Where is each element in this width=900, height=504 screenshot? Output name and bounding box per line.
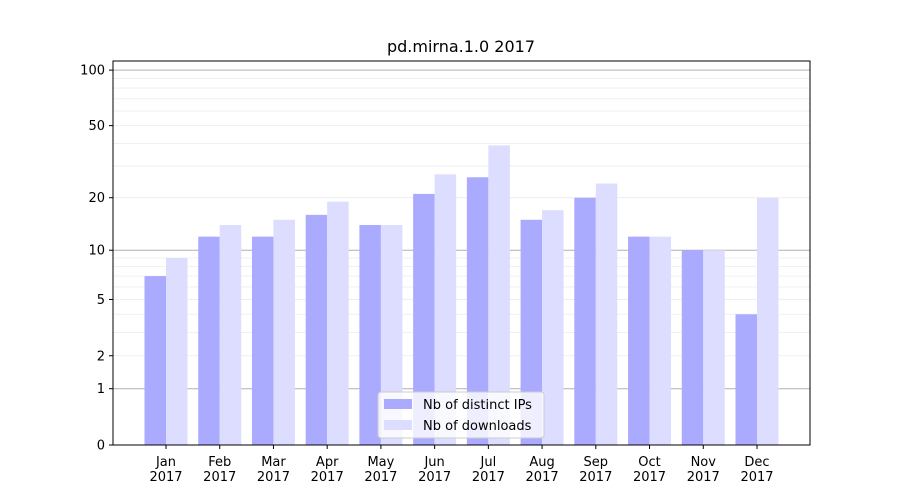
- chart-title: pd.mirna.1.0 2017: [387, 37, 535, 56]
- bar-distinct-ips: [628, 236, 650, 445]
- y-tick-label: 50: [88, 119, 105, 134]
- legend-label: Nb of downloads: [423, 419, 532, 434]
- bar-downloads: [703, 250, 725, 445]
- bar-distinct-ips: [359, 225, 381, 445]
- legend-label: Nb of distinct IPs: [423, 398, 532, 413]
- plot-frame: [112, 60, 811, 446]
- bar-distinct-ips: [144, 276, 166, 445]
- bar-downloads: [542, 210, 564, 445]
- bar-downloads: [380, 225, 403, 445]
- y-tick-label: 2: [97, 349, 105, 364]
- bar-downloads: [273, 219, 295, 445]
- y-tick-label: 20: [88, 191, 105, 206]
- x-tick-label: Jul 2017: [472, 455, 505, 485]
- x-tick-label: Dec 2017: [740, 455, 773, 485]
- y-tick-label: 1: [97, 382, 105, 397]
- bar-distinct-ips: [198, 236, 220, 445]
- x-tick-label: Jan 2017: [149, 455, 182, 485]
- bar-distinct-ips: [413, 193, 435, 445]
- y-tick-label: 10: [88, 244, 105, 259]
- bar-distinct-ips: [251, 236, 274, 445]
- bar-downloads: [434, 174, 457, 446]
- legend: Nb of distinct IPs Nb of downloads: [377, 391, 545, 439]
- legend-swatch: [384, 399, 412, 409]
- x-tick-label: Feb 2017: [203, 455, 236, 485]
- bar-distinct-ips: [466, 177, 489, 446]
- bar-distinct-ips: [305, 214, 328, 445]
- bar-downloads: [488, 145, 510, 445]
- x-tick-label: Aug 2017: [526, 455, 559, 485]
- bar-downloads: [757, 197, 779, 445]
- y-tick-label: 100: [80, 64, 105, 79]
- bar-downloads: [595, 183, 618, 445]
- bar-downloads: [219, 225, 242, 445]
- bar-distinct-ips: [574, 197, 596, 445]
- bar-downloads: [649, 236, 672, 445]
- bar-distinct-ips: [520, 219, 543, 445]
- x-tick-label: Oct 2017: [633, 455, 666, 485]
- x-tick-label: Sep 2017: [579, 455, 612, 485]
- x-tick-label: Nov 2017: [687, 455, 720, 485]
- x-tick-label: Mar 2017: [257, 455, 290, 485]
- y-tick-label: 0: [97, 439, 105, 454]
- bar-downloads: [166, 257, 188, 445]
- legend-box: [377, 391, 545, 439]
- x-tick-label: May 2017: [364, 455, 397, 485]
- bar-distinct-ips: [681, 250, 704, 445]
- y-tick-label: 5: [97, 293, 105, 308]
- x-tick-label: Jun 2017: [418, 455, 451, 485]
- bar-distinct-ips: [735, 314, 757, 445]
- legend-swatch: [384, 420, 412, 430]
- bar-downloads: [327, 201, 349, 445]
- x-tick-label: Apr 2017: [311, 455, 344, 485]
